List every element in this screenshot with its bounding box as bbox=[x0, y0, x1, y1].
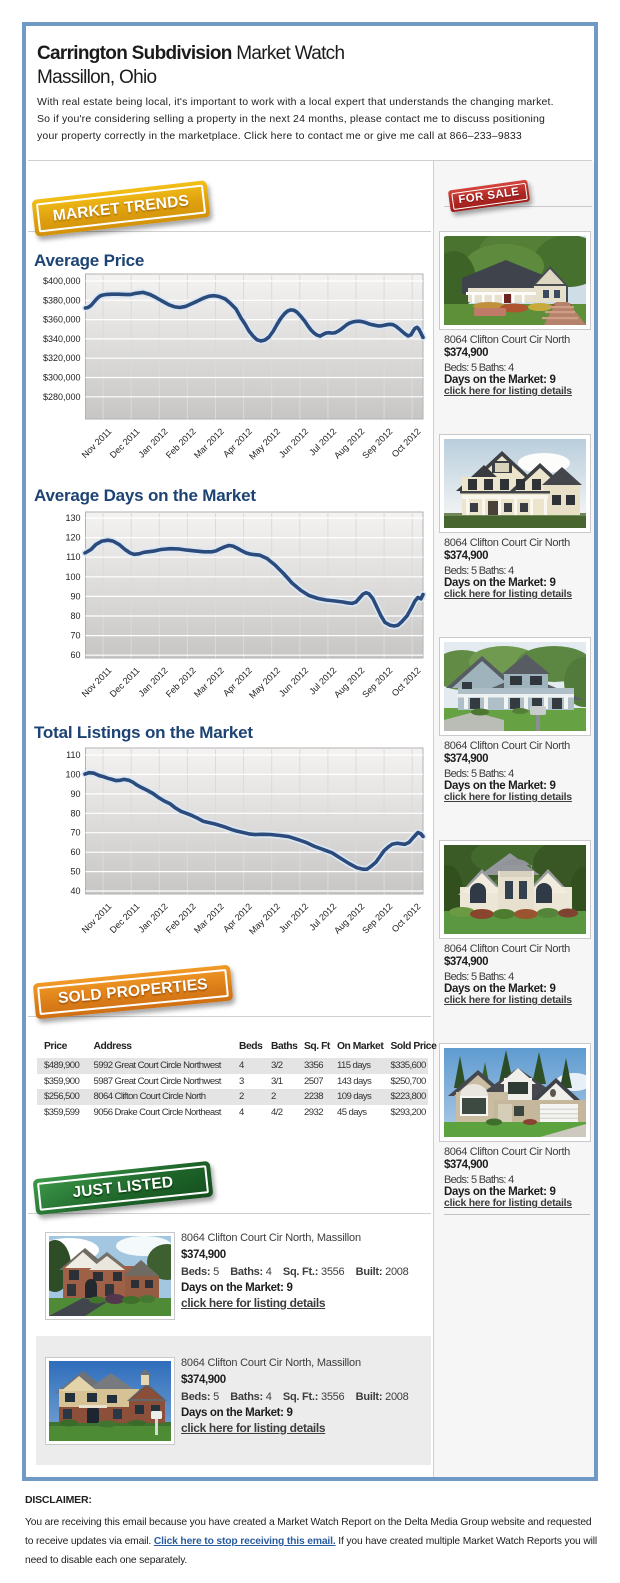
svg-text:Dec 2011: Dec 2011 bbox=[108, 901, 142, 935]
svg-text:Jun 2012: Jun 2012 bbox=[277, 901, 310, 934]
svg-text:Dec 2011: Dec 2011 bbox=[108, 665, 142, 699]
svg-text:100: 100 bbox=[65, 769, 80, 779]
svg-text:$280,000: $280,000 bbox=[43, 392, 81, 402]
svg-text:60: 60 bbox=[70, 650, 80, 660]
svg-text:50: 50 bbox=[70, 867, 80, 877]
svg-text:Sep 2012: Sep 2012 bbox=[360, 901, 394, 935]
svg-text:40: 40 bbox=[70, 886, 80, 896]
svg-text:May 2012: May 2012 bbox=[247, 901, 282, 936]
svg-text:$320,000: $320,000 bbox=[43, 353, 81, 363]
svg-text:May 2012: May 2012 bbox=[247, 426, 282, 461]
svg-text:70: 70 bbox=[70, 828, 80, 838]
svg-text:110: 110 bbox=[66, 750, 80, 760]
svg-text:70: 70 bbox=[70, 631, 80, 641]
svg-text:Jun 2012: Jun 2012 bbox=[277, 665, 310, 698]
svg-text:$380,000: $380,000 bbox=[43, 295, 81, 305]
svg-text:120: 120 bbox=[65, 533, 80, 543]
svg-text:Oct 2012: Oct 2012 bbox=[390, 426, 423, 459]
svg-text:Sep 2012: Sep 2012 bbox=[360, 426, 394, 460]
svg-text:Dec 2011: Dec 2011 bbox=[108, 426, 142, 460]
svg-text:60: 60 bbox=[70, 847, 80, 857]
svg-text:100: 100 bbox=[65, 572, 80, 582]
svg-text:Oct 2012: Oct 2012 bbox=[390, 901, 423, 934]
svg-text:Jun 2012: Jun 2012 bbox=[277, 426, 310, 459]
svg-text:110: 110 bbox=[66, 552, 80, 562]
svg-text:$360,000: $360,000 bbox=[43, 315, 81, 325]
svg-text:Oct 2012: Oct 2012 bbox=[390, 665, 423, 698]
svg-text:90: 90 bbox=[70, 789, 80, 799]
svg-text:Sep 2012: Sep 2012 bbox=[360, 665, 394, 699]
svg-text:$340,000: $340,000 bbox=[43, 334, 81, 344]
svg-text:Mar 2012: Mar 2012 bbox=[192, 426, 226, 460]
svg-text:80: 80 bbox=[70, 808, 80, 818]
svg-text:Mar 2012: Mar 2012 bbox=[192, 901, 226, 935]
svg-text:80: 80 bbox=[70, 611, 80, 621]
svg-text:90: 90 bbox=[70, 591, 80, 601]
svg-text:$300,000: $300,000 bbox=[43, 373, 81, 383]
svg-text:May 2012: May 2012 bbox=[247, 665, 282, 700]
svg-text:130: 130 bbox=[65, 513, 80, 523]
svg-text:Mar 2012: Mar 2012 bbox=[192, 665, 226, 699]
svg-text:$400,000: $400,000 bbox=[43, 276, 81, 286]
